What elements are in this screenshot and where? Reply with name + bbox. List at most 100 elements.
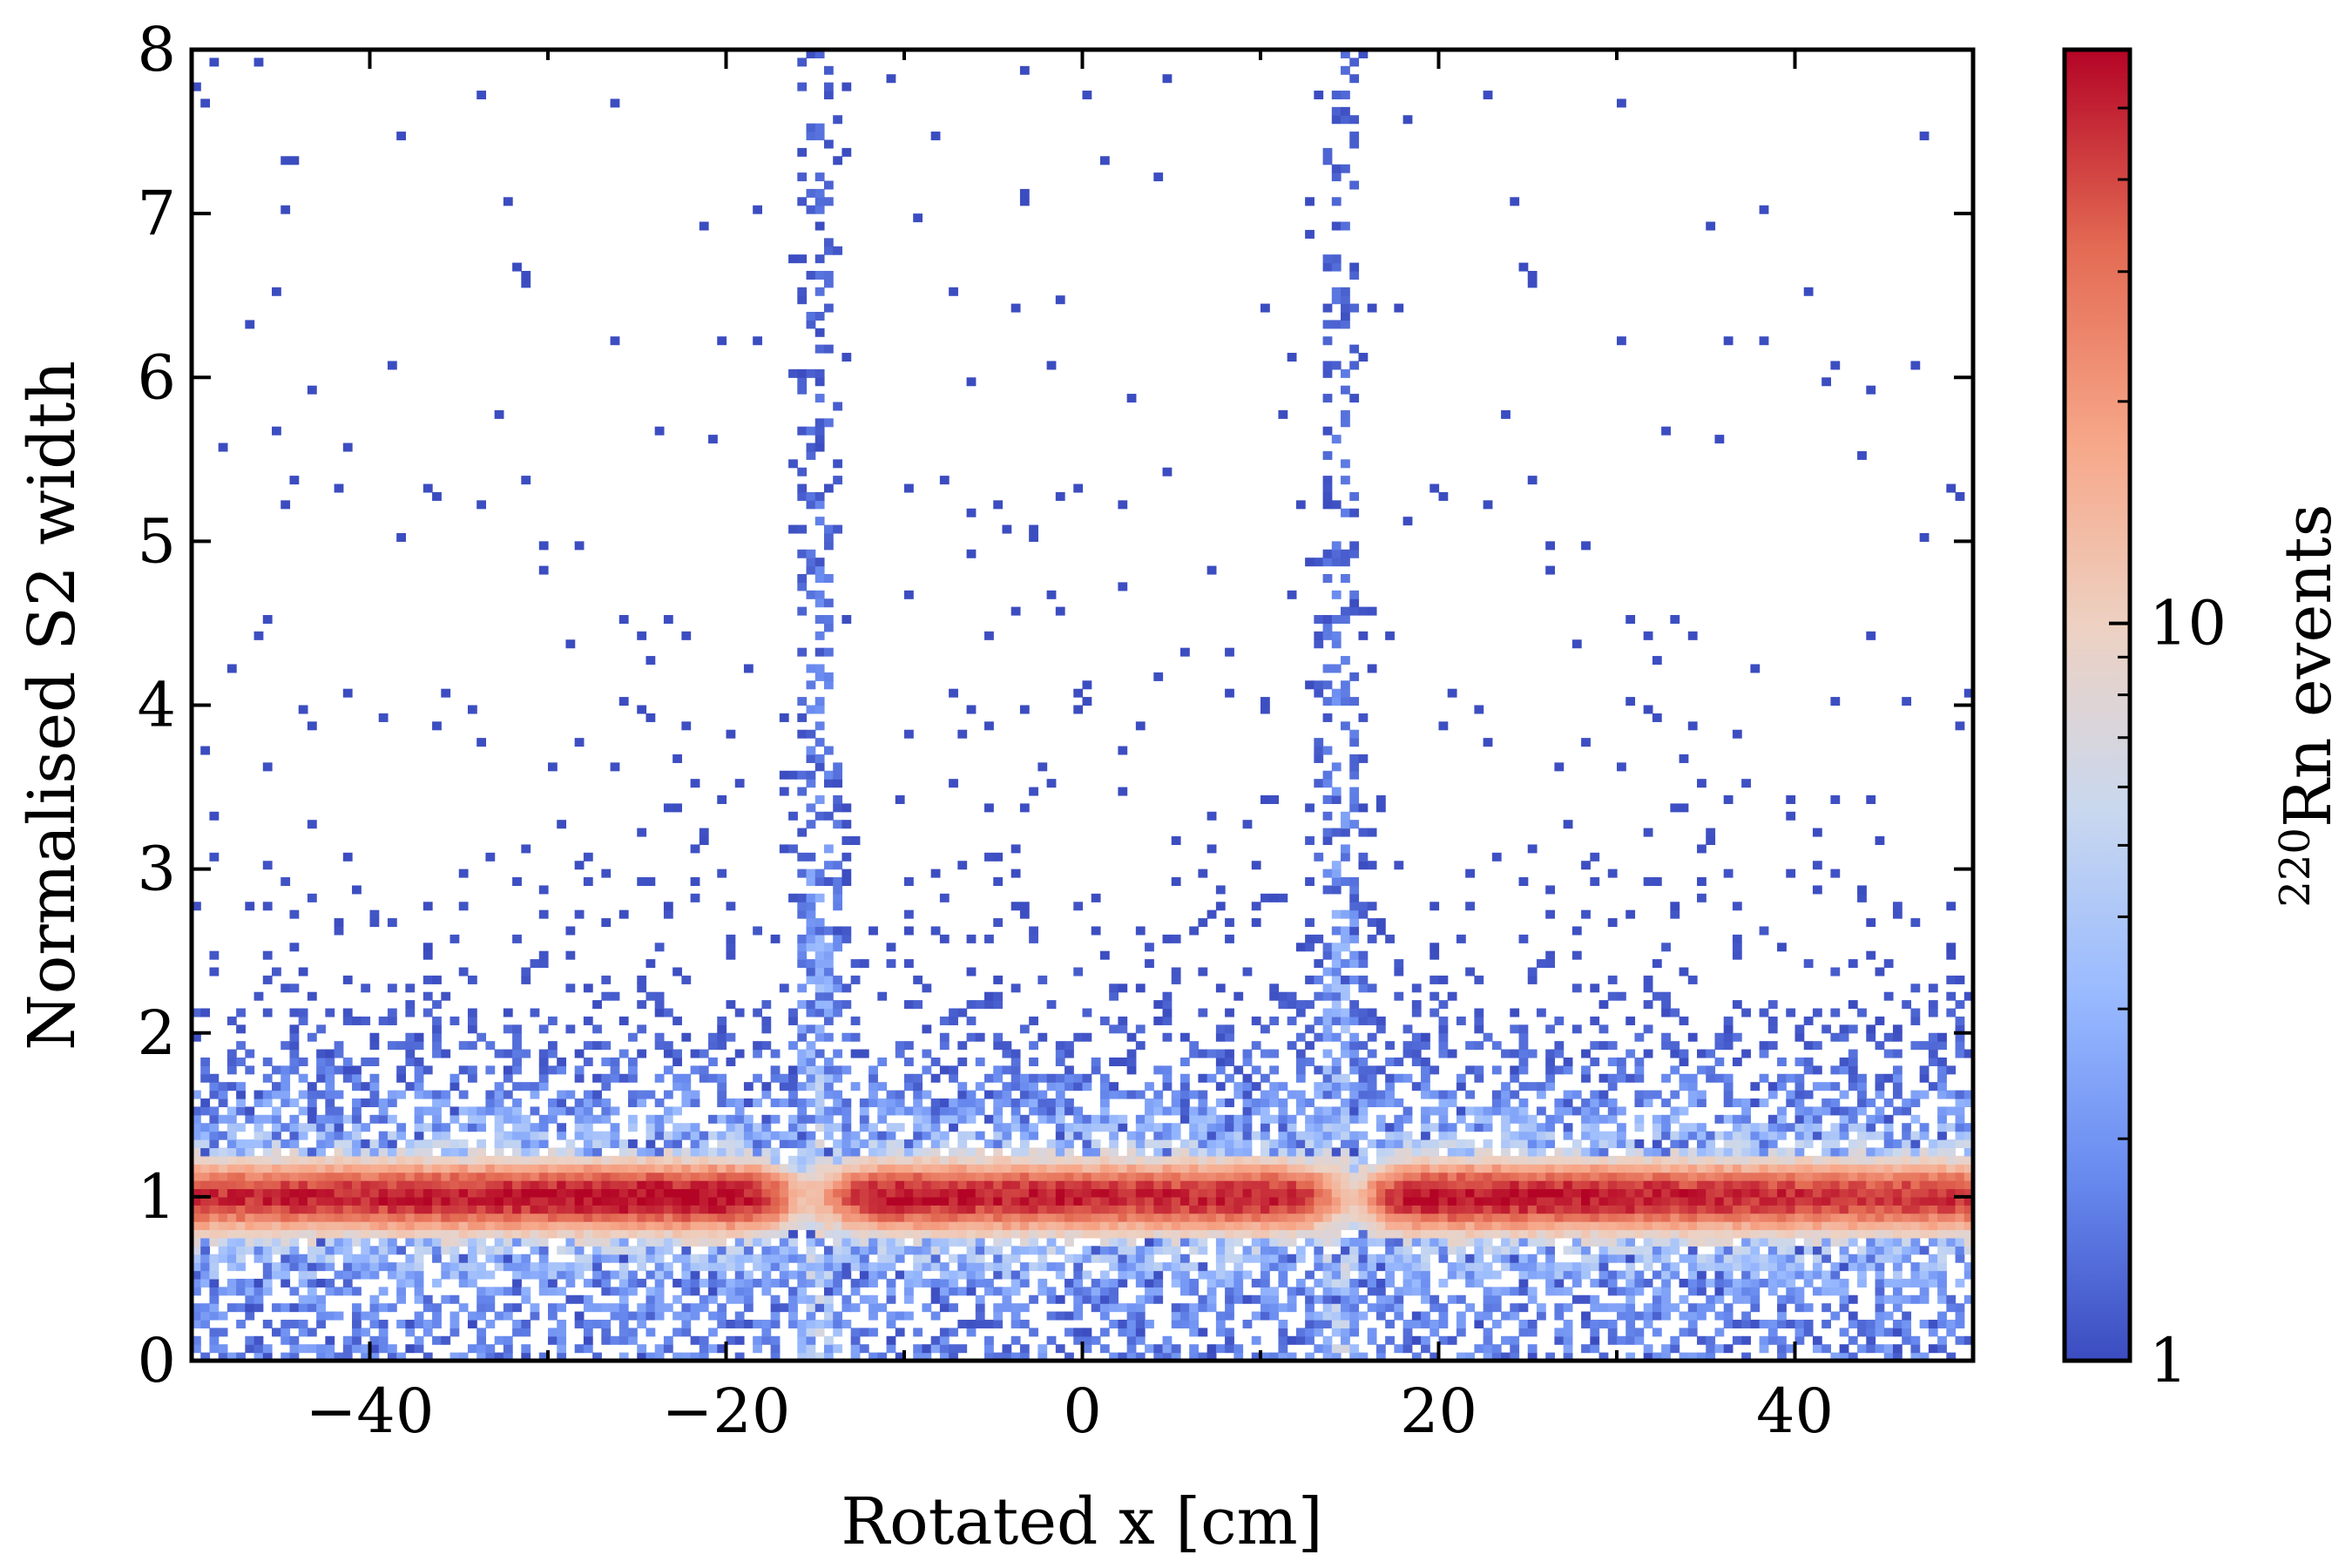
heatmap-cell: [913, 1114, 923, 1124]
heatmap-cell: [1278, 1335, 1288, 1345]
heatmap-cell: [922, 1262, 932, 1272]
heatmap-cell: [503, 1254, 513, 1263]
heatmap-cell: [218, 1213, 228, 1222]
heatmap-cell: [1162, 991, 1173, 1001]
heatmap-cell: [930, 1139, 941, 1149]
heatmap-cell: [1260, 1123, 1270, 1132]
heatmap-cell: [272, 1114, 281, 1124]
heatmap-cell: [628, 1254, 638, 1263]
heatmap-cell: [1501, 1237, 1511, 1247]
heatmap-cell: [316, 1196, 326, 1206]
heatmap-cell: [1402, 1270, 1413, 1280]
heatmap-cell: [1385, 631, 1395, 640]
heatmap-cell: [1322, 943, 1333, 952]
heatmap-cell: [1341, 697, 1350, 706]
heatmap-cell: [512, 1131, 522, 1140]
heatmap-cell: [236, 1196, 246, 1206]
heatmap-cell: [307, 1098, 317, 1108]
heatmap-cell: [485, 1041, 496, 1051]
heatmap-cell: [342, 1262, 353, 1272]
heatmap-cell: [1037, 1287, 1048, 1296]
heatmap-cell: [1171, 967, 1181, 977]
heatmap-cell: [226, 1229, 237, 1239]
heatmap-cell: [699, 1262, 709, 1272]
heatmap-cell: [503, 1287, 513, 1296]
heatmap-cell: [565, 1188, 576, 1198]
heatmap-cell: [788, 1131, 798, 1140]
heatmap-cell: [1029, 1147, 1038, 1157]
heatmap-cell: [1206, 1221, 1217, 1231]
heatmap-cell: [761, 1237, 772, 1247]
heatmap-cell: [1314, 615, 1324, 625]
heatmap-cell: [1421, 1188, 1430, 1198]
heatmap-cell: [334, 1114, 344, 1124]
heatmap-cell: [841, 1032, 852, 1042]
heatmap-cell: [761, 1213, 772, 1222]
heatmap-cell: [1269, 1294, 1280, 1304]
heatmap-cell: [1046, 1082, 1057, 1092]
heatmap-cell: [262, 1155, 273, 1165]
heatmap-cell: [966, 1098, 977, 1108]
heatmap-cell: [1153, 1123, 1164, 1132]
heatmap-cell: [1421, 1287, 1430, 1296]
heatmap-cell: [823, 1221, 834, 1231]
heatmap-cell: [1153, 1131, 1164, 1140]
heatmap-cell: [806, 1213, 816, 1222]
heatmap-cell: [485, 1246, 496, 1255]
heatmap-cell: [1099, 1106, 1110, 1116]
heatmap-cell: [1322, 1082, 1333, 1092]
heatmap-cell: [1394, 1246, 1404, 1255]
heatmap-cell: [1153, 1270, 1164, 1280]
heatmap-cell: [361, 1328, 371, 1337]
heatmap-cell: [1153, 1294, 1164, 1304]
heatmap-cell: [1215, 1172, 1226, 1181]
heatmap-cell: [1189, 1205, 1200, 1214]
heatmap-cell: [717, 1082, 727, 1092]
heatmap-cell: [1438, 1180, 1449, 1190]
heatmap-cell: [1010, 902, 1021, 911]
heatmap-cell: [485, 1180, 496, 1190]
heatmap-cell: [378, 1106, 389, 1116]
heatmap-cell: [1064, 1188, 1074, 1198]
heatmap-cell: [726, 1335, 736, 1345]
heatmap-cell: [717, 1024, 727, 1034]
heatmap-cell: [1305, 1057, 1315, 1066]
heatmap-cell: [628, 1032, 638, 1042]
heatmap-cell: [717, 1287, 727, 1296]
heatmap-cell: [298, 1123, 308, 1132]
heatmap-cell: [1322, 1114, 1333, 1124]
heatmap-cell: [814, 1000, 825, 1010]
heatmap-cell: [1341, 811, 1350, 821]
heatmap-cell: [1358, 1016, 1369, 1025]
heatmap-cell: [1029, 1106, 1038, 1116]
heatmap-cell: [280, 205, 291, 214]
heatmap-cell: [628, 1155, 638, 1165]
heatmap-cell: [841, 868, 852, 878]
heatmap-cell: [637, 1344, 647, 1354]
heatmap-cell: [325, 1073, 335, 1083]
heatmap-cell: [761, 1164, 772, 1173]
heatmap-cell: [548, 1328, 558, 1337]
heatmap-cell: [993, 1262, 1004, 1272]
heatmap-cell: [405, 1155, 416, 1165]
heatmap-cell: [681, 1352, 692, 1361]
heatmap-cell: [949, 1106, 958, 1116]
heatmap-cell: [378, 1344, 389, 1354]
heatmap-cell: [814, 754, 825, 763]
heatmap-cell: [1225, 934, 1234, 943]
heatmap-cell: [1162, 1352, 1173, 1361]
heatmap-cell: [192, 82, 201, 91]
heatmap-cell: [1002, 1237, 1012, 1247]
heatmap-cell: [886, 1180, 896, 1190]
heatmap-cell: [485, 1344, 496, 1354]
heatmap-cell: [1322, 1106, 1333, 1116]
heatmap-cell: [192, 1139, 201, 1149]
heatmap-cell: [253, 1196, 264, 1206]
heatmap-cell: [930, 1237, 941, 1247]
heatmap-cell: [930, 1278, 941, 1288]
heatmap-cell: [325, 1352, 335, 1361]
heatmap-cell: [806, 1082, 816, 1092]
heatmap-cell: [200, 1303, 211, 1313]
heatmap-cell: [1402, 1147, 1413, 1157]
heatmap-cell: [494, 1262, 504, 1272]
